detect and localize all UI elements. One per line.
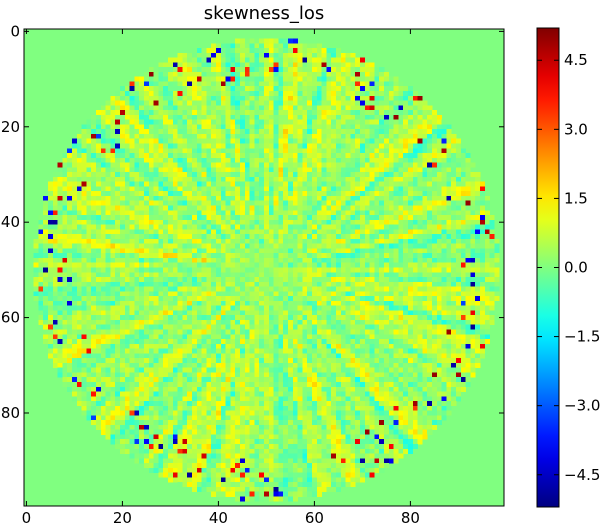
colorbar-tick-label: −4.5 [564,466,600,484]
colorbar: 4.5 3.0 1.5 0.0 −1.5 −3.0 −4.5 [536,27,600,508]
heatmap-axes: 0 20 40 60 80 0 20 40 60 80 [1,22,505,524]
x-tick-label: 20 [113,509,132,524]
colorbar-tick-label: −3.0 [564,397,600,415]
y-tick-label: 20 [1,118,20,136]
x-tick-label: 40 [209,509,228,524]
y-tick-label: 80 [1,404,20,422]
colorbar-tick-label: 3.0 [564,120,588,138]
y-tick-label: 60 [1,309,20,327]
colorbar-tick-label: −1.5 [564,328,600,346]
axes-frame [23,28,505,507]
x-tick-label: 0 [22,509,32,524]
colorbar-tick-label: 4.5 [564,51,588,69]
colorbar-tick-label: 1.5 [564,189,588,207]
colorbar-tick-label: 0.0 [564,259,588,277]
chart-title: skewness_los [204,3,325,24]
heatmap-cells [33,38,500,502]
y-tick-label: 0 [10,22,20,40]
x-tick-label: 60 [305,509,324,524]
x-tick-label: 80 [401,509,420,524]
y-tick-label: 40 [1,213,20,231]
